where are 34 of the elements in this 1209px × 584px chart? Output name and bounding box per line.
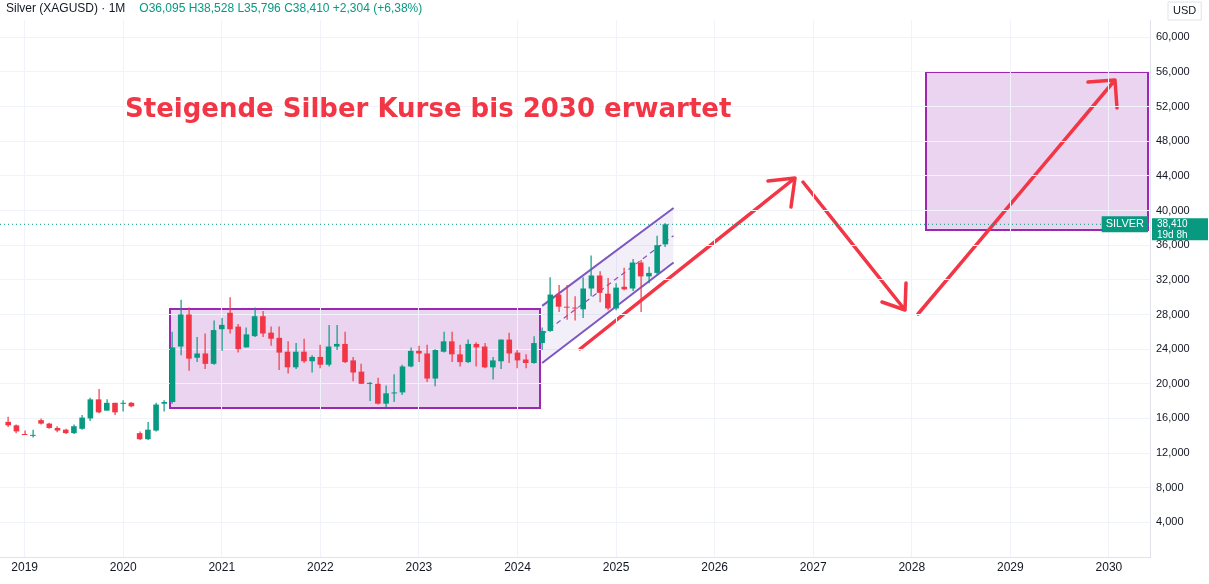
x-tick-label: 2019 — [11, 559, 39, 574]
chart-title: Silver (XAGUSD) · 1M — [6, 1, 126, 16]
y-tick-label: 8,000 — [1156, 480, 1184, 493]
annotation: Steigende Silber Kurse bis 2030 erwartet — [125, 92, 732, 123]
y-tick-label: 4,000 — [1156, 515, 1184, 528]
y-tick-label: 40,000 — [1156, 203, 1190, 216]
x-tick-label: 2021 — [208, 559, 236, 574]
y-tick-label: 32,000 — [1156, 272, 1190, 285]
y-tick-label: 56,000 — [1156, 65, 1190, 77]
y-tick-label: 28,000 — [1156, 307, 1190, 320]
text: 19d 8h — [1157, 229, 1188, 241]
y-tick-label: 24,000 — [1156, 342, 1190, 355]
x-tick-label: 2025 — [602, 559, 630, 574]
y-tick-label: 20,000 — [1156, 376, 1190, 389]
y-axis-title: USD — [1173, 4, 1197, 17]
text: 38,410 — [1157, 218, 1189, 230]
y-tick-label: 16,000 — [1156, 411, 1190, 424]
ref-line-label: SILVER — [1105, 217, 1145, 230]
x-tick-label: 2026 — [701, 559, 729, 574]
y-tick-label: 52,000 — [1156, 99, 1190, 112]
x-tick-label: 2022 — [307, 559, 335, 574]
y-tick-label: 44,000 — [1156, 168, 1190, 181]
x-tick-label: 2024 — [504, 559, 532, 574]
x-tick-label: 2023 — [405, 559, 433, 574]
y-tick-label: 12,000 — [1156, 446, 1190, 459]
y-tick-label: 36,000 — [1156, 238, 1190, 251]
x-tick-label: 2027 — [799, 559, 827, 574]
y-tick-label: 60,000 — [1156, 30, 1190, 43]
chart-subtitle: O36,095 H38,528 L35,796 C38,410 +2,304 (+6,38%) — [139, 1, 423, 16]
x-tick-label: 2020 — [109, 559, 137, 574]
x-tick-label: 2029 — [997, 559, 1025, 574]
x-tick-label: 2028 — [898, 559, 926, 574]
y-tick-label: 48,000 — [1156, 134, 1190, 147]
x-tick-label: 2030 — [1095, 559, 1123, 574]
